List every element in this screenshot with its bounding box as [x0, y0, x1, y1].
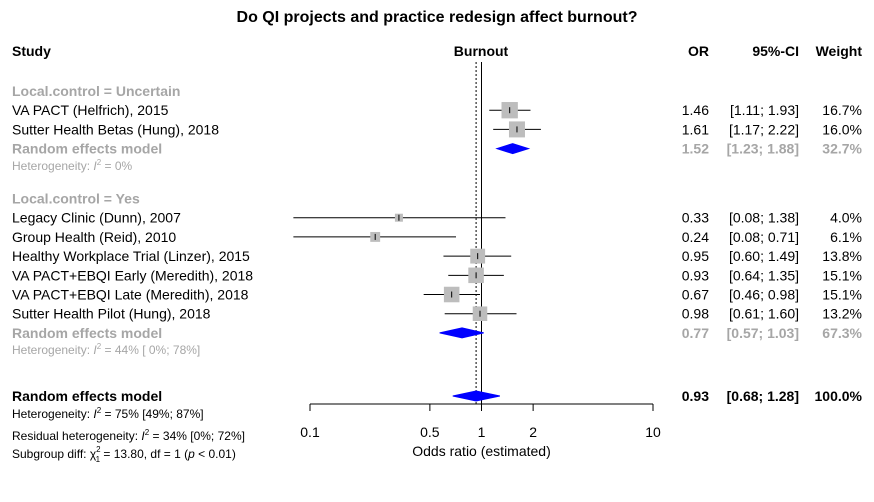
x-tick-label: 0.1	[300, 424, 320, 440]
overall-heterogeneity: Heterogeneity: I2 = 75% [49%; 87%]	[12, 406, 204, 421]
subgroup-difference: Subgroup diff: χ2 1 = 13.80, df = 1 (p < …	[12, 445, 236, 464]
study-label: VA PACT+EBQI Early (Meredith), 2018	[12, 267, 253, 283]
subgroup-model-or: 0.77	[682, 325, 709, 341]
x-tick-label: 0.5	[420, 424, 440, 440]
residual-heterogeneity: Residual heterogeneity: I2 = 34% [0%; 72…	[12, 428, 245, 443]
header-study: Study	[12, 43, 51, 59]
study-weight: 4.0%	[830, 210, 862, 226]
subgroup-model-diamond	[495, 143, 531, 155]
study-weight: 13.8%	[822, 248, 862, 264]
overall-model-diamond	[452, 390, 500, 402]
chart-title: Do QI projects and practice redesign aff…	[237, 9, 638, 26]
subgroup-model-diamond	[439, 327, 484, 339]
subgroup-heterogeneity: Heterogeneity: I2 = 44% [ 0%; 78%]	[12, 342, 200, 357]
x-axis: 0.1 0.5 1 2 10 Odds ratio (estimated)	[300, 403, 661, 459]
study-weight: 16.7%	[822, 102, 862, 118]
subgroup-model-or: 1.52	[682, 141, 709, 157]
study-ci: [1.17; 2.22]	[729, 121, 799, 137]
subgroup-label: Local.control = Uncertain	[12, 83, 180, 99]
subgroup-model-ci: [0.57; 1.03]	[727, 325, 799, 341]
study-weight: 13.2%	[822, 306, 862, 322]
study-label: Sutter Health Betas (Hung), 2018	[12, 121, 219, 137]
header-or: OR	[688, 43, 709, 59]
header-burnout: Burnout	[454, 43, 509, 59]
study-ci: [0.61; 1.60]	[729, 306, 799, 322]
study-label: Healthy Workplace Trial (Linzer), 2015	[12, 248, 250, 264]
study-or: 0.93	[682, 267, 709, 283]
overall-model-weight: 100.0%	[815, 388, 863, 404]
subgroup-model-label: Random effects model	[12, 325, 162, 341]
subgroup-model-weight: 67.3%	[822, 325, 862, 341]
study-label: Group Health (Reid), 2010	[12, 229, 176, 245]
x-tick-label: 2	[529, 424, 537, 440]
study-or: 0.98	[682, 306, 709, 322]
subgroup-model-label: Random effects model	[12, 141, 162, 157]
study-or: 1.46	[682, 102, 709, 118]
study-label: Sutter Health Pilot (Hung), 2018	[12, 306, 211, 322]
study-label: VA PACT+EBQI Late (Meredith), 2018	[12, 287, 249, 303]
study-or: 0.24	[682, 229, 709, 245]
subgroup-label: Local.control = Yes	[12, 191, 140, 207]
study-ci: [0.60; 1.49]	[729, 248, 799, 264]
forest-rows: Local.control = Uncertain VA PACT (Helfri…	[12, 83, 863, 464]
study-ci: [0.46; 0.98]	[729, 287, 799, 303]
study-weight: 16.0%	[822, 121, 862, 137]
study-weight: 15.1%	[822, 287, 862, 303]
overall-model-label: Random effects model	[12, 388, 162, 404]
x-axis-label: Odds ratio (estimated)	[412, 443, 551, 459]
study-ci: [0.08; 0.71]	[729, 229, 799, 245]
plot-area	[293, 62, 541, 404]
study-weight: 15.1%	[822, 267, 862, 283]
subgroup-model-ci: [1.23; 1.88]	[727, 141, 799, 157]
x-tick-label: 1	[478, 424, 486, 440]
subgroup-heterogeneity: Heterogeneity: I2 = 0%	[12, 158, 133, 173]
overall-model-ci: [0.68; 1.28]	[727, 388, 799, 404]
study-weight: 6.1%	[830, 229, 862, 245]
study-label: VA PACT (Helfrich), 2015	[12, 102, 169, 118]
study-label: Legacy Clinic (Dunn), 2007	[12, 210, 181, 226]
study-or: 1.61	[682, 121, 709, 137]
overall-model-or: 0.93	[682, 388, 709, 404]
study-ci: [0.64; 1.35]	[729, 267, 799, 283]
study-ci: [0.08; 1.38]	[729, 210, 799, 226]
study-or: 0.95	[682, 248, 709, 264]
study-or: 0.33	[682, 210, 709, 226]
x-tick-label: 10	[645, 424, 661, 440]
header-weight: Weight	[816, 43, 863, 59]
header-ci: 95%-CI	[752, 43, 799, 59]
study-or: 0.67	[682, 287, 709, 303]
study-ci: [1.11; 1.93]	[730, 102, 799, 118]
subgroup-model-weight: 32.7%	[822, 141, 862, 157]
